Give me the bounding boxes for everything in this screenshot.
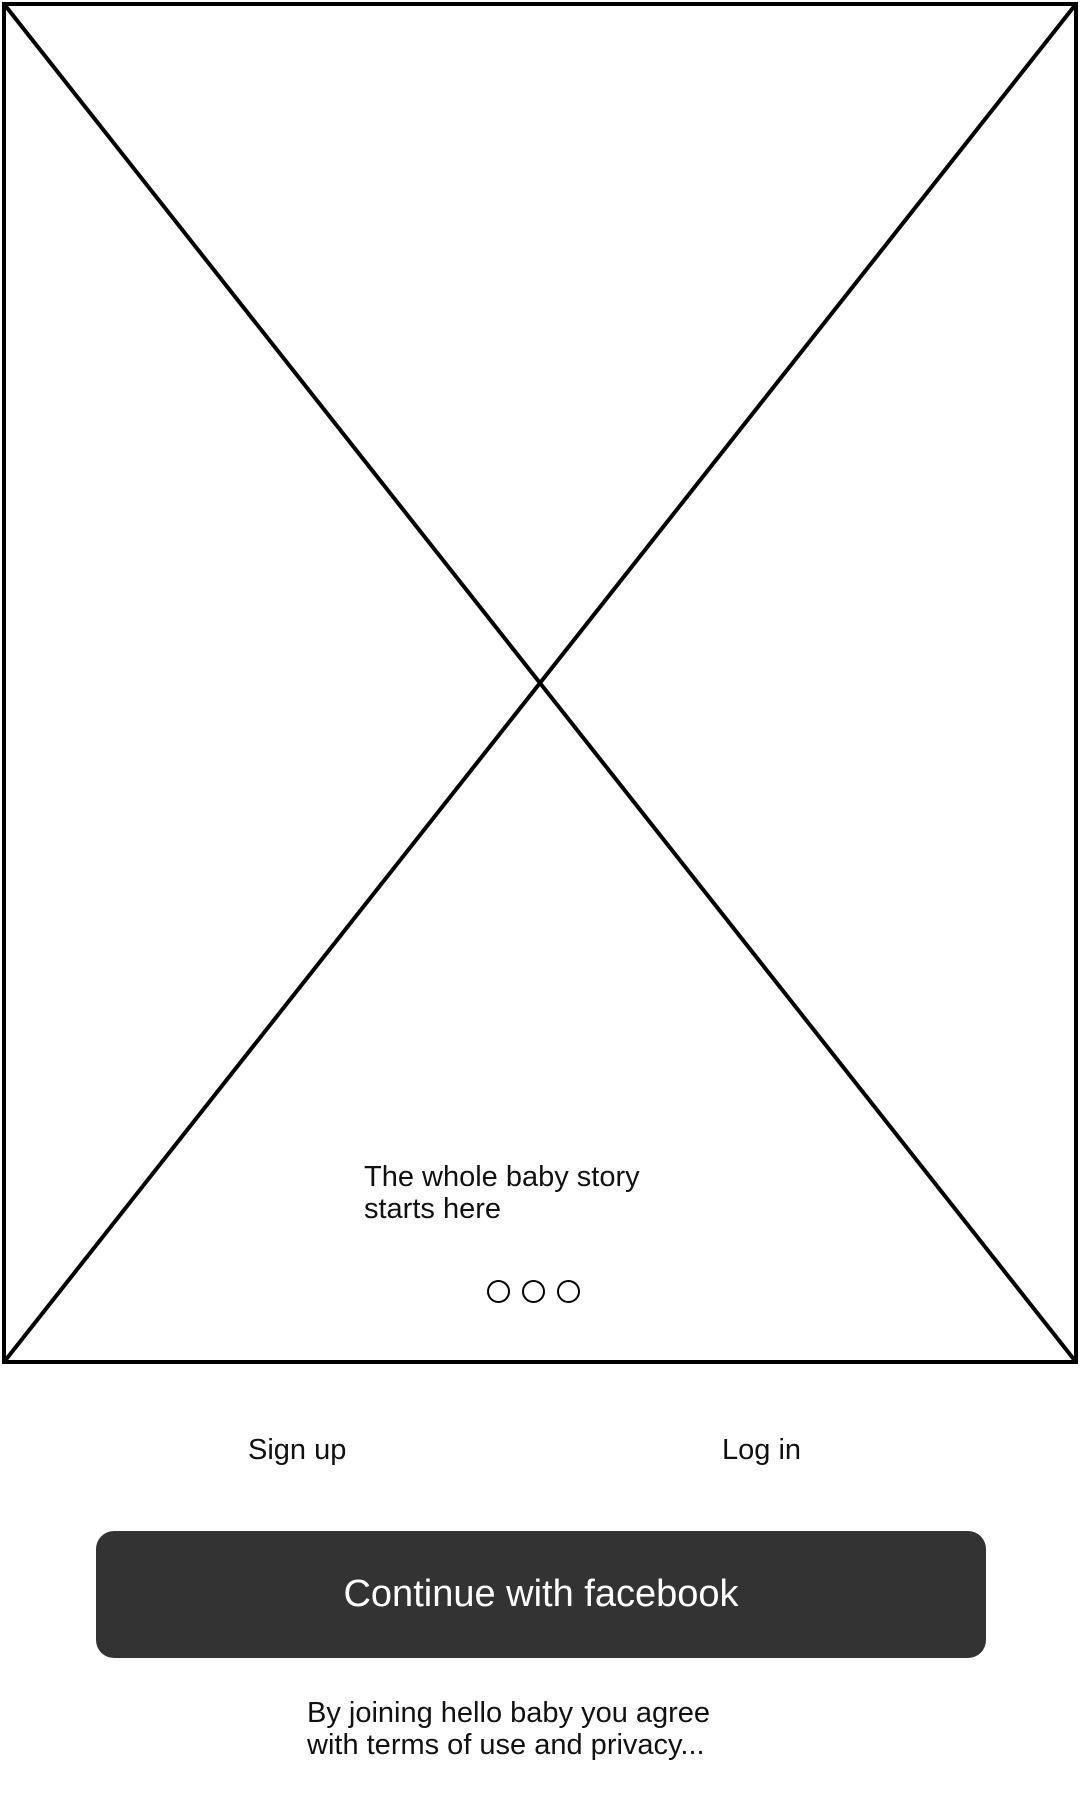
tagline: The whole baby story starts here xyxy=(364,1161,724,1225)
pager-dot-1[interactable] xyxy=(487,1280,510,1303)
pager-dot-2[interactable] xyxy=(522,1280,545,1303)
tagline-line-1: The whole baby story xyxy=(364,1161,640,1193)
tagline-line-2: starts here xyxy=(364,1193,501,1225)
terms-line-1: By joining hello baby you agree xyxy=(307,1697,711,1729)
continue-with-facebook-label: Continue with facebook xyxy=(343,1573,739,1615)
continue-with-facebook-button[interactable]: Continue with facebook xyxy=(96,1531,986,1658)
image-placeholder-icon xyxy=(2,2,1078,1364)
sign-up-link[interactable]: Sign up xyxy=(248,1434,347,1466)
pager-dot-3[interactable] xyxy=(557,1280,580,1303)
log-in-link[interactable]: Log in xyxy=(722,1434,802,1466)
hero-image-placeholder: The whole baby story starts here xyxy=(2,2,1078,1364)
terms-line-2: with terms of use and privacy... xyxy=(307,1729,705,1761)
carousel-pager xyxy=(487,1280,580,1308)
terms-notice: By joining hello baby you agree with ter… xyxy=(307,1697,787,1761)
